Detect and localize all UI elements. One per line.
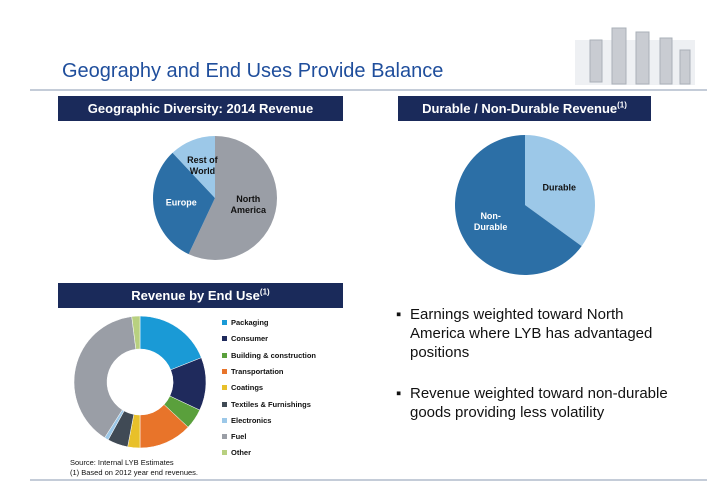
source-note: Source: Internal LYB Estimates <box>70 458 174 467</box>
header-note: (1) <box>617 100 627 110</box>
legend-label: Packaging <box>231 318 269 327</box>
slice-label: Durable <box>542 182 577 193</box>
slice-label: Non-Durable <box>473 211 508 233</box>
header-text: Revenue by End Use <box>131 288 260 303</box>
panel-header: Durable / Non-Durable Revenue(1) <box>398 96 651 121</box>
slice <box>152 152 215 255</box>
legend-label: Electronics <box>231 415 272 425</box>
legend-swatch <box>222 401 227 407</box>
header-note: (1) <box>259 287 270 297</box>
legend-swatch <box>222 336 227 342</box>
legend-swatch <box>222 385 227 391</box>
header-text: Durable / Non-Durable Revenue <box>422 101 618 116</box>
source-note: (1) Based on 2012 year end revenues. <box>70 468 199 477</box>
slide-title: Geography and End Uses Provide Balance <box>62 60 444 82</box>
legend-swatch <box>222 320 227 325</box>
panel-header: Geographic Diversity: 2014 Revenue <box>58 96 343 121</box>
slice-label: North America <box>230 194 267 216</box>
legend-label: Textiles & Furnishings <box>231 399 311 409</box>
slice <box>73 316 137 439</box>
legend-label: Building & construction <box>231 350 316 360</box>
legend-label: Coatings <box>231 383 264 393</box>
header-text: Geographic Diversity: 2014 Revenue <box>87 101 314 116</box>
slice <box>131 315 141 350</box>
slice <box>454 135 582 275</box>
slice <box>525 135 595 247</box>
legend-swatch <box>222 368 227 374</box>
legend-label: Transportation <box>231 366 284 376</box>
legend-swatch <box>222 352 227 358</box>
legend-swatch <box>222 417 227 423</box>
legend-label: Fuel <box>231 432 247 442</box>
slice-label: Rest of World <box>187 155 218 177</box>
legend-label: Other <box>231 448 252 458</box>
panel-header: Revenue by End Use(1) <box>58 283 343 308</box>
legend-label: Consumer <box>231 334 269 344</box>
slice <box>172 136 215 198</box>
chess-image <box>575 27 695 85</box>
legend-swatch <box>222 434 227 440</box>
legend-swatch <box>222 450 227 456</box>
slice-label: Europe <box>165 197 197 208</box>
bullet: Earnings weighted toward North America w… <box>396 305 680 362</box>
slice <box>188 136 277 260</box>
bullet: Revenue weighted toward non-durable good… <box>396 384 680 422</box>
